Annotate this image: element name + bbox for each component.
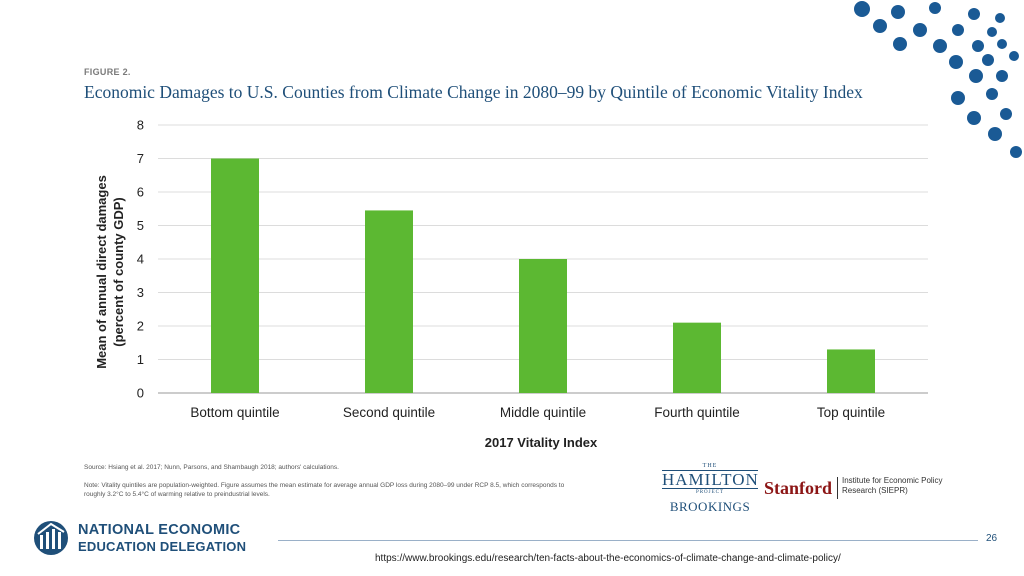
y-tick-label: 1 [137,352,144,367]
decor-dot [873,19,887,33]
decor-dot [996,70,1008,82]
y-axis-label: Mean of annual direct damages [94,175,109,369]
decor-dot [969,69,983,83]
decor-dot [972,40,984,52]
org-name-line1: NATIONAL ECONOMIC [78,522,241,538]
decor-dot [1000,108,1012,120]
decor-dot [891,5,905,19]
bar-top-quintile [827,349,875,393]
y-axis-label-units: (percent of county GDP) [111,197,126,347]
y-tick-label: 7 [137,151,144,166]
figure-label: FIGURE 2. [84,67,131,77]
decor-dot [987,27,997,37]
decor-dot [951,91,965,105]
source-note: Source: Hsiang et al. 2017; Nunn, Parson… [84,464,339,471]
chart-title: Economic Damages to U.S. Counties from C… [84,82,863,102]
decor-dot [1010,146,1022,158]
y-tick-label: 2 [137,319,144,334]
decor-dot [949,55,963,69]
decor-dot [913,23,927,37]
org-name-line2: EDUCATION DELEGATION [78,539,247,554]
decor-dot [995,13,1005,23]
x-tick-label: Middle quintile [500,405,586,420]
decor-dot [854,1,870,17]
decor-dot [893,37,907,51]
brookings-logo: BROOKINGS [669,499,751,514]
nel-logo-icon [34,521,68,555]
hamilton-project-logo: THE HAMILTON PROJECT BROOKINGS [662,463,759,514]
decor-dot [1009,51,1019,61]
decor-dot [929,2,941,14]
logo-divider [837,477,838,499]
x-tick-label: Bottom quintile [190,405,279,420]
y-tick-label: 3 [137,285,144,300]
x-axis-label: 2017 Vitality Index [485,435,598,450]
bar-bottom-quintile [211,158,259,393]
y-tick-label: 0 [137,386,144,401]
decor-dot [997,39,1007,49]
bar-middle-quintile [519,259,567,393]
footer-divider [278,540,978,541]
source-url-link[interactable]: https://www.brookings.edu/research/ten-f… [375,553,841,564]
decorative-dots [854,1,1022,158]
decor-dot [933,39,947,53]
decor-dot [988,127,1002,141]
y-tick-label: 8 [137,118,144,133]
x-tick-label: Fourth quintile [654,405,740,420]
decor-dot [952,24,964,36]
bar-chart: Mean of annual direct damages (percent o… [94,118,928,450]
x-tick-label: Second quintile [343,405,435,420]
y-tick-label: 5 [137,218,144,233]
page-number: 26 [986,533,998,544]
bar-fourth-quintile [673,322,721,393]
y-tick-label: 6 [137,185,144,200]
decor-dot [986,88,998,100]
decor-dot [967,111,981,125]
stanford-logo: Stanford [764,478,833,498]
siepr-logo-text: Institute for Economic Policy Research (… [842,476,943,495]
bar-second-quintile [365,210,413,393]
y-tick-label: 4 [137,252,144,267]
decor-dot [982,54,994,66]
methodology-note: Note: Vitality quintiles are population-… [84,482,565,498]
decor-dot [968,8,980,20]
x-tick-label: Top quintile [817,405,885,420]
